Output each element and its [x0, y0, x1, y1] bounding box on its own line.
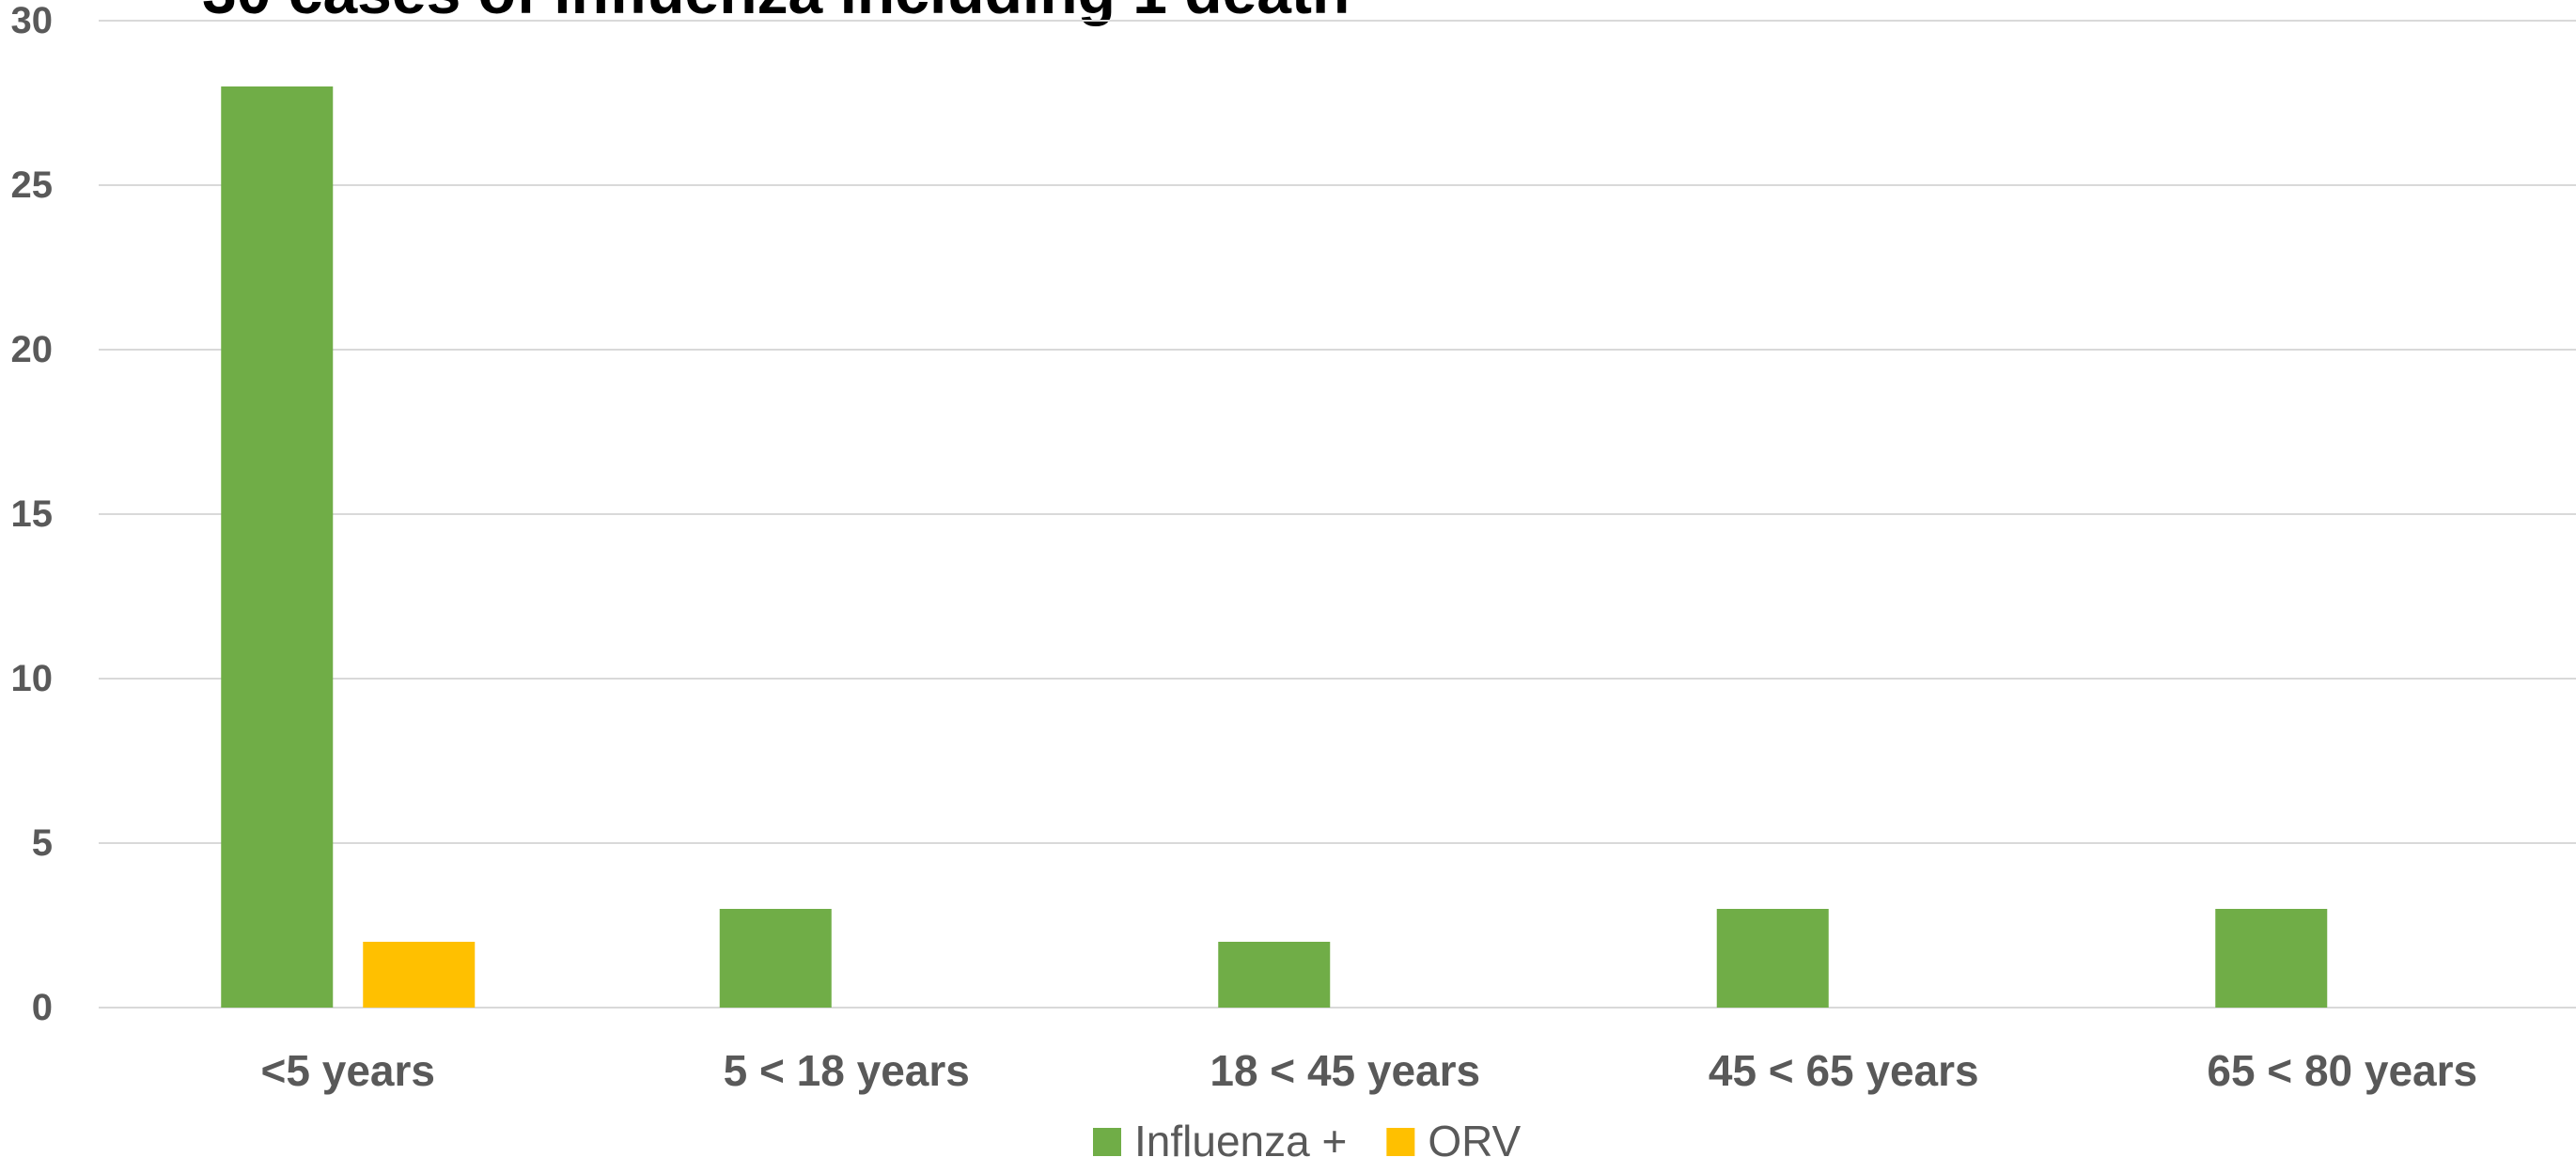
bar: [1716, 909, 1829, 1008]
y-tick-label: 20: [11, 329, 54, 370]
x-tick-label: <5 years: [261, 1046, 435, 1095]
legend-label: ORV: [1428, 1117, 1521, 1165]
y-tick-label: 30: [11, 0, 54, 41]
bar: [363, 942, 476, 1008]
x-tick-label: 65 < 80 years: [2207, 1046, 2477, 1095]
bar: [719, 909, 832, 1008]
bar: [2215, 909, 2328, 1008]
bars: [221, 86, 2328, 1008]
x-tick-label: 5 < 18 years: [724, 1046, 970, 1095]
bar: [221, 86, 334, 1008]
legend-label: Influenza +: [1134, 1117, 1347, 1165]
chart-title: 30 cases of influenza including 1 death: [202, 0, 1350, 23]
legend: Influenza + ORV: [1093, 1117, 1522, 1165]
x-tick-label: 18 < 45 years: [1210, 1046, 1480, 1095]
y-tick-label: 0: [32, 987, 53, 1028]
y-tick-label: 25: [11, 164, 54, 206]
y-tick-label: 5: [32, 822, 53, 864]
x-axis: <5 years 5 < 18 years 18 < 45 years 45 < 65…: [261, 1046, 2478, 1095]
x-tick-label: 45 < 65 years: [1709, 1046, 1979, 1095]
legend-swatch: [1093, 1128, 1121, 1156]
bar: [1218, 942, 1331, 1008]
legend-swatch: [1386, 1128, 1415, 1156]
y-tick-label: 15: [11, 493, 54, 535]
y-tick-label: 10: [11, 658, 54, 699]
gridlines: [99, 20, 2576, 1009]
y-axis: 0 5 10 15 20 25 30: [11, 0, 54, 1028]
